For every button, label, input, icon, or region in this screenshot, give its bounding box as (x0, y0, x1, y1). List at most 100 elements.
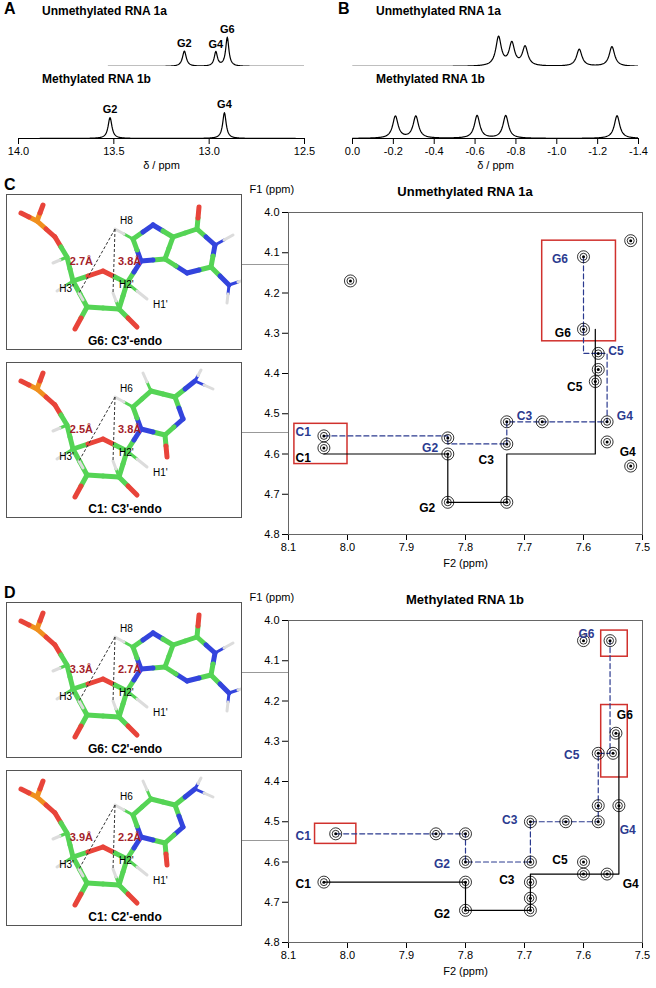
svg-text:C1: C3'-endo: C1: C3'-endo (88, 502, 162, 516)
svg-text:4.4: 4.4 (264, 775, 279, 787)
svg-text:7.5: 7.5 (635, 949, 650, 961)
svg-text:C5: C5 (608, 344, 624, 358)
svg-text:4.0: 4.0 (264, 206, 279, 218)
svg-text:-0.8: -0.8 (506, 145, 525, 157)
svg-text:G4: G4 (620, 445, 636, 459)
svg-text:G6: C2'-endo: G6: C2'-endo (88, 742, 162, 756)
svg-text:-0.6: -0.6 (466, 145, 485, 157)
svg-text:G4: G4 (623, 877, 639, 891)
svg-text:4.2: 4.2 (264, 695, 279, 707)
svg-text:G6: G6 (220, 23, 235, 35)
svg-text:δ / ppm: δ / ppm (477, 159, 514, 171)
svg-text:H2': H2' (119, 447, 134, 458)
svg-text:C1: C1 (296, 425, 312, 439)
svg-text:C3: C3 (499, 873, 515, 887)
svg-text:H1': H1' (153, 299, 168, 310)
svg-text:4.5: 4.5 (264, 815, 279, 827)
svg-text:H6: H6 (120, 383, 133, 394)
svg-text:G6: G6 (552, 252, 568, 266)
svg-text:0.0: 0.0 (345, 145, 360, 157)
svg-text:13.5: 13.5 (103, 145, 124, 157)
svg-text:7.7: 7.7 (517, 949, 532, 961)
svg-text:7.9: 7.9 (399, 541, 414, 553)
svg-text:-1.4: -1.4 (629, 145, 648, 157)
svg-text:G2: G2 (177, 37, 192, 49)
svg-text:H8: H8 (120, 215, 133, 226)
svg-text:C3: C3 (478, 453, 494, 467)
svg-text:G6: G6 (578, 627, 594, 641)
svg-text:4.5: 4.5 (264, 407, 279, 419)
svg-text:H2': H2' (119, 855, 134, 866)
svg-text:12.5: 12.5 (294, 145, 315, 157)
svg-text:4.0: 4.0 (264, 614, 279, 626)
svg-text:H6: H6 (120, 791, 133, 802)
svg-text:3.9Å: 3.9Å (70, 831, 93, 843)
svg-text:7.6: 7.6 (576, 949, 591, 961)
svg-text:4.6: 4.6 (264, 448, 279, 460)
svg-text:3.8Å: 3.8Å (118, 423, 141, 435)
svg-text:C3: C3 (517, 409, 533, 423)
svg-text:H3': H3' (59, 451, 74, 462)
svg-text:7.7: 7.7 (517, 541, 532, 553)
svg-text:G4: G4 (617, 409, 633, 423)
svg-text:G4: G4 (620, 823, 636, 837)
svg-text:C1: C1 (296, 451, 312, 465)
svg-text:4.1: 4.1 (264, 246, 279, 258)
svg-text:H1': H1' (153, 875, 168, 886)
svg-text:4.8: 4.8 (264, 528, 279, 540)
svg-text:4.3: 4.3 (264, 327, 279, 339)
svg-text:4.7: 4.7 (264, 896, 279, 908)
svg-text:C1: C1 (296, 877, 312, 891)
svg-text:2.7Å: 2.7Å (70, 255, 93, 267)
svg-text:C1: C2'-endo: C1: C2'-endo (88, 910, 162, 924)
svg-text:H3': H3' (59, 691, 74, 702)
svg-text:8.1: 8.1 (281, 541, 296, 553)
svg-text:14.0: 14.0 (8, 145, 29, 157)
svg-text:3.3Å: 3.3Å (70, 663, 93, 675)
svg-text:7.9: 7.9 (399, 949, 414, 961)
svg-text:H3': H3' (59, 859, 74, 870)
svg-text:H2': H2' (119, 687, 134, 698)
svg-text:H3': H3' (59, 283, 74, 294)
svg-text:4.4: 4.4 (264, 367, 279, 379)
svg-text:4.7: 4.7 (264, 488, 279, 500)
svg-text:G6: G6 (555, 326, 571, 340)
svg-text:G4: G4 (208, 38, 224, 50)
svg-text:C5: C5 (567, 380, 583, 394)
svg-text:G4: G4 (217, 98, 233, 110)
svg-text:C3: C3 (502, 813, 518, 827)
svg-text:G2: G2 (103, 103, 118, 115)
svg-text:F2 (ppm): F2 (ppm) (443, 557, 488, 569)
svg-text:G2: G2 (419, 501, 435, 515)
svg-text:H1': H1' (153, 707, 168, 718)
svg-text:-1.2: -1.2 (588, 145, 607, 157)
svg-text:8.0: 8.0 (340, 949, 355, 961)
svg-text:13.0: 13.0 (198, 145, 219, 157)
svg-text:G2: G2 (434, 857, 450, 871)
svg-text:7.5: 7.5 (635, 541, 650, 553)
svg-text:8.0: 8.0 (340, 541, 355, 553)
svg-text:G6: G6 (617, 708, 633, 722)
svg-text:7.8: 7.8 (458, 541, 473, 553)
svg-text:-0.4: -0.4 (425, 145, 444, 157)
svg-text:G2: G2 (434, 907, 450, 921)
svg-text:G6: C3'-endo: G6: C3'-endo (88, 334, 162, 348)
svg-text:4.1: 4.1 (264, 654, 279, 666)
svg-text:H1': H1' (153, 467, 168, 478)
svg-text:3.8Å: 3.8Å (118, 255, 141, 267)
svg-text:C1: C1 (296, 829, 312, 843)
svg-text:4.3: 4.3 (264, 735, 279, 747)
svg-text:-0.2: -0.2 (384, 145, 403, 157)
svg-text:8.1: 8.1 (281, 949, 296, 961)
svg-text:δ / ppm: δ / ppm (143, 159, 180, 171)
svg-text:2.5Å: 2.5Å (70, 423, 93, 435)
svg-text:4.2: 4.2 (264, 287, 279, 299)
svg-text:H2': H2' (119, 279, 134, 290)
svg-text:2.7Å: 2.7Å (118, 663, 141, 675)
svg-text:-1.0: -1.0 (547, 145, 566, 157)
svg-text:F1 (ppm): F1 (ppm) (250, 183, 295, 195)
svg-text:H8: H8 (120, 623, 133, 634)
svg-text:C5: C5 (564, 748, 580, 762)
svg-text:F1 (ppm): F1 (ppm) (250, 591, 295, 603)
svg-text:4.8: 4.8 (264, 936, 279, 948)
